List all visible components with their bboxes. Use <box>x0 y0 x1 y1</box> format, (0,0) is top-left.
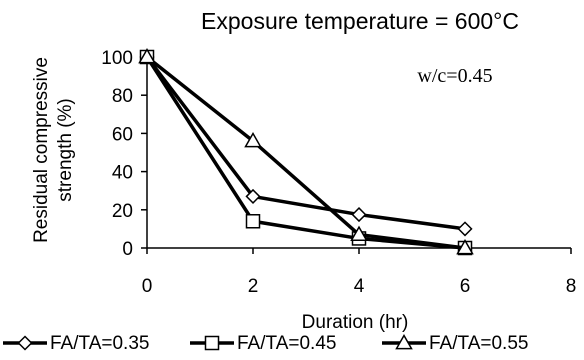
triangle-marker <box>138 47 156 64</box>
y-tick-label: 40 <box>112 163 133 184</box>
y-tick-label: 0 <box>122 239 133 260</box>
diamond-marker <box>245 188 261 204</box>
y-tick-label: 80 <box>112 86 133 107</box>
legend-label: FA/TA=0.55 <box>429 333 528 354</box>
y-tick-label: 100 <box>101 48 133 69</box>
x-tick-label: 4 <box>354 276 365 297</box>
x-tick-label: 8 <box>566 276 577 297</box>
annotation-wc: w/c=0.45 <box>417 65 492 87</box>
series-3 <box>138 47 474 255</box>
series-1 <box>139 49 473 237</box>
triangle-marker <box>350 225 368 242</box>
triangle-marker <box>395 333 413 350</box>
legend-label: FA/TA=0.35 <box>50 333 149 354</box>
series-line <box>145 56 466 250</box>
axes <box>141 56 572 254</box>
legend-item-2: FA/TA=0.45 <box>190 333 336 354</box>
legend: FA/TA=0.35 FA/TA=0.45 FA/TA=0.55 <box>3 333 528 354</box>
series-layer <box>138 47 474 256</box>
diamond-marker <box>17 335 33 351</box>
y-axis-label-line-1: Residual compressive <box>31 57 52 243</box>
y-tick-labels: 0 20 40 60 80 100 <box>101 48 133 260</box>
triangle-marker <box>456 238 474 255</box>
legend-item-1: FA/TA=0.35 <box>3 333 149 354</box>
y-tick-label: 60 <box>112 124 133 145</box>
x-tick-label: 2 <box>248 276 259 297</box>
chart-title: Exposure temperature = 600°C <box>201 8 519 34</box>
square-marker <box>245 214 261 229</box>
legend-item-3: FA/TA=0.55 <box>382 333 528 354</box>
x-tick-labels: 0 2 4 6 8 <box>142 276 577 297</box>
x-tick-label: 0 <box>142 276 153 297</box>
diamond-marker <box>457 221 473 237</box>
triangle-marker <box>244 132 262 148</box>
y-axis-label-line-2: strength (%) <box>55 98 76 201</box>
square-marker <box>204 335 220 351</box>
legend-label: FA/TA=0.45 <box>237 333 336 354</box>
diamond-marker <box>351 207 367 223</box>
y-tick-label: 20 <box>112 201 133 222</box>
series-line <box>145 55 466 231</box>
x-tick-label: 6 <box>460 276 471 297</box>
series-line <box>145 55 466 250</box>
x-axis-label: Duration (hr) <box>302 312 409 333</box>
